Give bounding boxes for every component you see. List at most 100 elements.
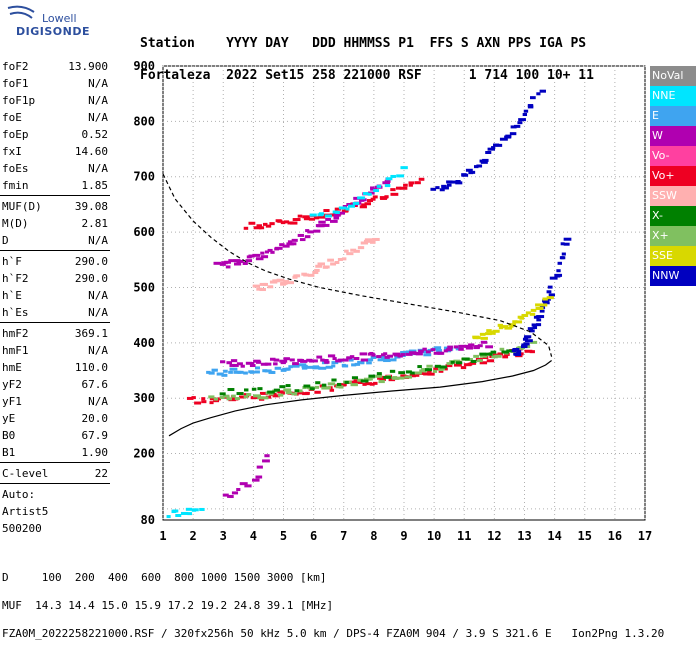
echo-point bbox=[213, 397, 218, 401]
echo-point bbox=[390, 188, 396, 192]
echo-point bbox=[508, 323, 516, 327]
echo-point bbox=[479, 352, 486, 356]
echo-point bbox=[436, 349, 442, 353]
echo-point bbox=[262, 459, 270, 463]
echo-point bbox=[470, 359, 477, 363]
echo-point bbox=[245, 259, 253, 263]
x-tick-label: 9 bbox=[400, 529, 407, 543]
echo-point bbox=[331, 364, 336, 368]
echo-point bbox=[510, 125, 517, 129]
echo-point bbox=[362, 192, 369, 196]
echo-point bbox=[476, 164, 483, 168]
y-tick-label: 200 bbox=[133, 447, 155, 461]
echo-point bbox=[468, 343, 475, 347]
echo-point bbox=[485, 352, 493, 356]
echo-point bbox=[499, 137, 508, 141]
param-row: h`F2 290.0 bbox=[0, 270, 112, 287]
param-name: fmin bbox=[2, 179, 29, 192]
echo-point bbox=[477, 359, 483, 363]
echo-point bbox=[376, 355, 382, 359]
echo-point bbox=[354, 362, 361, 366]
echo-point bbox=[201, 397, 206, 401]
echo-point bbox=[439, 365, 447, 369]
echo-point bbox=[277, 393, 284, 397]
echo-point bbox=[453, 345, 459, 349]
echo-point bbox=[222, 493, 229, 497]
echo-point bbox=[353, 196, 360, 200]
echo-point bbox=[326, 386, 331, 390]
echo-point bbox=[219, 262, 226, 266]
echo-point bbox=[458, 347, 464, 351]
echo-point bbox=[234, 262, 242, 266]
echo-point bbox=[548, 293, 555, 297]
x-tick-label: 10 bbox=[427, 529, 441, 543]
param-name: fxI bbox=[2, 145, 22, 158]
muf-row: MUF 14.3 14.4 15.0 15.9 17.2 19.2 24.8 3… bbox=[2, 599, 334, 612]
echo-point bbox=[439, 188, 445, 192]
echo-point bbox=[461, 173, 467, 177]
param-row: C-level 22 bbox=[0, 465, 112, 482]
param-row: D N/A bbox=[0, 232, 112, 249]
logo-line1: Lowell bbox=[42, 12, 77, 25]
echo-point bbox=[359, 205, 367, 209]
echo-point bbox=[283, 280, 290, 284]
echo-point bbox=[563, 237, 572, 241]
echo-point bbox=[226, 361, 233, 365]
echo-point bbox=[252, 253, 261, 257]
param-name: Artist5 bbox=[2, 505, 49, 518]
echo-point bbox=[245, 361, 253, 365]
echo-point bbox=[434, 364, 441, 368]
echo-point bbox=[344, 249, 349, 253]
echo-point bbox=[194, 401, 202, 405]
x-tick-label: 17 bbox=[638, 529, 652, 543]
echo-point bbox=[273, 358, 280, 362]
echo-point bbox=[535, 303, 543, 307]
echo-point bbox=[300, 359, 308, 363]
echo-point bbox=[325, 365, 333, 369]
echo-point bbox=[350, 383, 358, 387]
echo-point bbox=[524, 339, 533, 343]
echo-point bbox=[441, 186, 449, 190]
echo-point bbox=[390, 192, 399, 196]
echo-point bbox=[232, 363, 239, 367]
echo-point bbox=[346, 202, 351, 206]
echo-point bbox=[321, 223, 330, 227]
echo-point bbox=[240, 364, 245, 368]
echo-point bbox=[383, 375, 392, 379]
x-tick-label: 1 bbox=[159, 529, 166, 543]
echo-point bbox=[304, 235, 311, 239]
plot-area bbox=[162, 65, 646, 521]
echo-point bbox=[542, 299, 549, 303]
echo-point bbox=[354, 380, 363, 384]
echo-point bbox=[324, 360, 330, 364]
echo-point bbox=[357, 378, 364, 382]
param-value: N/A bbox=[88, 77, 108, 90]
param-row: Auto: bbox=[0, 486, 112, 503]
echo-point bbox=[299, 238, 306, 242]
x-tick-label: 2 bbox=[190, 529, 197, 543]
echo-point bbox=[317, 215, 326, 219]
echo-point bbox=[251, 478, 260, 482]
param-name: foE bbox=[2, 111, 22, 124]
param-row: yF2 67.6 bbox=[0, 376, 112, 393]
footer-info: D 100 200 400 600 800 1000 1500 3000 [km… bbox=[2, 557, 664, 655]
echo-point bbox=[450, 360, 455, 364]
legend-item-sse: SSE bbox=[650, 246, 696, 266]
echo-point bbox=[272, 394, 280, 398]
echo-point bbox=[498, 326, 504, 330]
echo-point bbox=[352, 201, 360, 205]
echo-point bbox=[277, 390, 285, 394]
echo-point bbox=[422, 347, 427, 351]
echo-point bbox=[318, 366, 327, 370]
echo-point bbox=[353, 249, 360, 253]
echo-point bbox=[244, 484, 252, 488]
echo-point bbox=[171, 510, 177, 514]
echo-point bbox=[446, 363, 452, 367]
echo-point bbox=[393, 353, 399, 357]
echo-point bbox=[420, 368, 429, 372]
echo-point bbox=[487, 147, 496, 151]
legend-item-x: X- bbox=[650, 206, 696, 226]
echo-point bbox=[509, 324, 514, 328]
legend-item-x: X+ bbox=[650, 226, 696, 246]
echo-point bbox=[447, 345, 453, 349]
